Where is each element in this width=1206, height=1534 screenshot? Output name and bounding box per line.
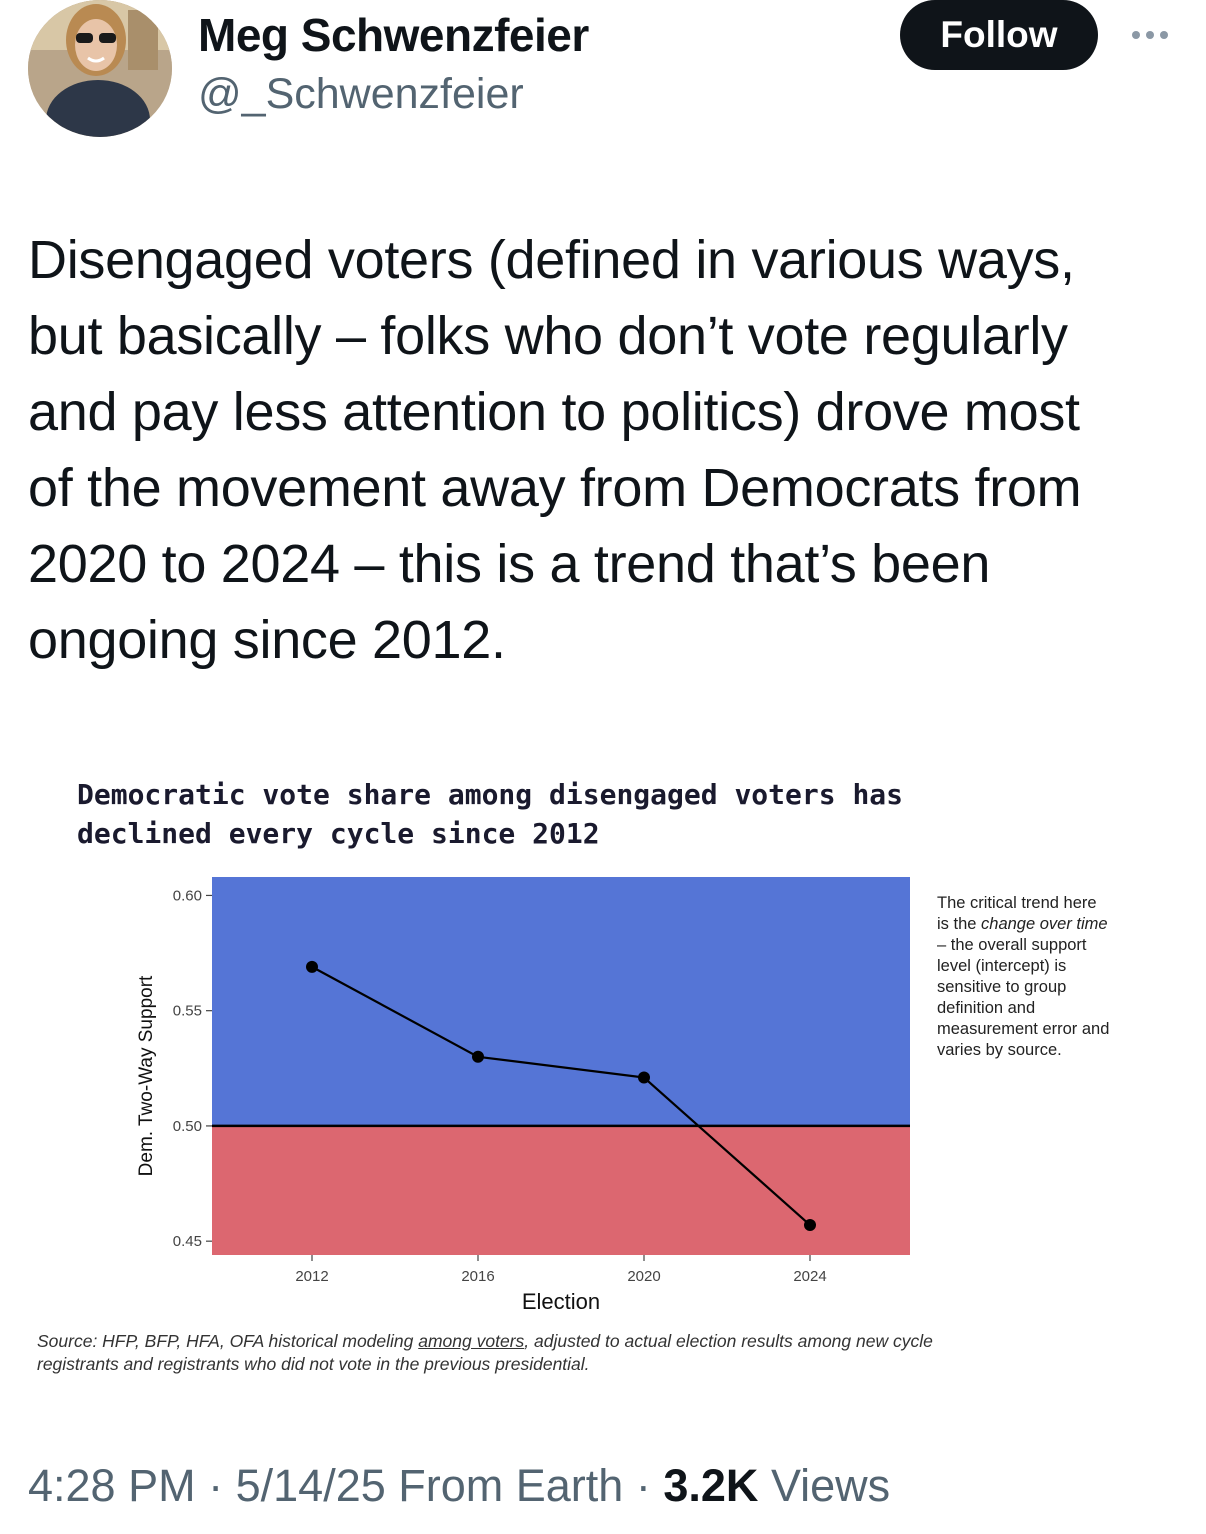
tweet-meta: 4:28 PM · 5/14/25 From Earth · 3.2K View… xyxy=(28,1460,890,1512)
y-tick-label: 0.45 xyxy=(173,1233,202,1250)
y-tick-label: 0.60 xyxy=(173,887,202,904)
x-tick-label: 2024 xyxy=(793,1268,826,1285)
series-line xyxy=(311,965,811,1226)
tweet-line: of the movement away from Democrats from xyxy=(28,458,1082,518)
author-handle[interactable]: @_Schwenzfeier xyxy=(198,70,524,118)
author-name[interactable]: Meg Schwenzfeier xyxy=(198,9,589,61)
tweet-line: and pay less attention to politics) drov… xyxy=(28,382,1080,442)
y-axis-label: Dem. Two-Way Support xyxy=(136,975,157,1176)
tweet-date[interactable]: 5/14/25 xyxy=(235,1460,386,1511)
tweet-text: Disengaged voters (defined in various wa… xyxy=(28,222,1178,678)
views-label: Views xyxy=(770,1460,891,1511)
rep-region xyxy=(212,1125,910,1255)
source-line: Source: HFP, BFP, HFA, OFA historical mo… xyxy=(37,1330,1187,1353)
views-count: 3.2K xyxy=(663,1460,759,1511)
separator-dot: · xyxy=(635,1460,651,1511)
note-line: varies by source. xyxy=(937,1041,1062,1059)
x-tick-label: 2012 xyxy=(295,1268,328,1285)
x-tick-label: 2020 xyxy=(627,1268,660,1285)
chart-title: Democratic vote share among disengaged v… xyxy=(77,775,1077,853)
source-prefix: Source: HFP, BFP, HFA, OFA historical mo… xyxy=(37,1331,419,1351)
chart-title-line: declined every cycle since 2012 xyxy=(77,817,600,850)
follow-button[interactable]: Follow xyxy=(900,0,1098,70)
line-chart: 0.60 0.55 0.50 0.45 2012 2016 2020 2024 Election… xyxy=(136,877,910,1314)
chart-title-line: Democratic vote share among disengaged v… xyxy=(77,778,904,811)
chart-note: The critical trend here is the change ov… xyxy=(937,893,1152,1061)
dem-region xyxy=(212,877,910,1126)
data-point xyxy=(638,1071,650,1084)
note-line: definition and xyxy=(937,999,1036,1017)
x-axis-label: Election xyxy=(522,1289,600,1314)
data-point xyxy=(306,960,318,973)
separator-dot: · xyxy=(208,1460,224,1511)
tweet-time[interactable]: 4:28 PM xyxy=(28,1460,196,1511)
x-tick-label: 2016 xyxy=(461,1268,494,1285)
note-emphasis: change over time xyxy=(981,915,1108,933)
tweet-line: 2020 to 2024 – this is a trend that’s be… xyxy=(28,534,991,594)
chart-image[interactable]: Democratic vote share among disengaged v… xyxy=(0,745,1206,1395)
avatar[interactable] xyxy=(28,0,172,137)
avatar-photo xyxy=(28,0,172,137)
more-dot xyxy=(1146,31,1154,39)
tweet-line: ongoing since 2012. xyxy=(28,610,506,670)
more-dot xyxy=(1160,31,1168,39)
note-line: sensitive to group xyxy=(937,978,1067,996)
note-line: level (intercept) is xyxy=(937,957,1067,975)
y-tick-label: 0.50 xyxy=(173,1118,202,1135)
note-line-part: is the xyxy=(937,915,982,933)
note-line: is the change over time xyxy=(937,914,1152,935)
more-options-icon[interactable] xyxy=(1124,18,1176,52)
note-line: The critical trend here xyxy=(937,894,1097,912)
data-point xyxy=(804,1219,816,1232)
source-link: among voters xyxy=(418,1331,525,1351)
note-line: measurement error and xyxy=(937,1020,1110,1038)
source-suffix: , adjusted to actual election results am… xyxy=(524,1331,933,1351)
tweet-location: From Earth xyxy=(398,1460,624,1511)
more-dot xyxy=(1132,31,1140,39)
tweet-line: Disengaged voters (defined in various wa… xyxy=(28,230,1075,290)
chart-source: Source: HFP, BFP, HFA, OFA historical mo… xyxy=(37,1330,1187,1376)
tweet-line: but basically – folks who don’t vote reg… xyxy=(28,306,1068,366)
source-line: registrants and registrants who did not … xyxy=(37,1354,590,1374)
y-tick-label: 0.55 xyxy=(173,1003,202,1020)
data-point xyxy=(472,1050,484,1063)
note-line: – the overall support xyxy=(937,936,1087,954)
